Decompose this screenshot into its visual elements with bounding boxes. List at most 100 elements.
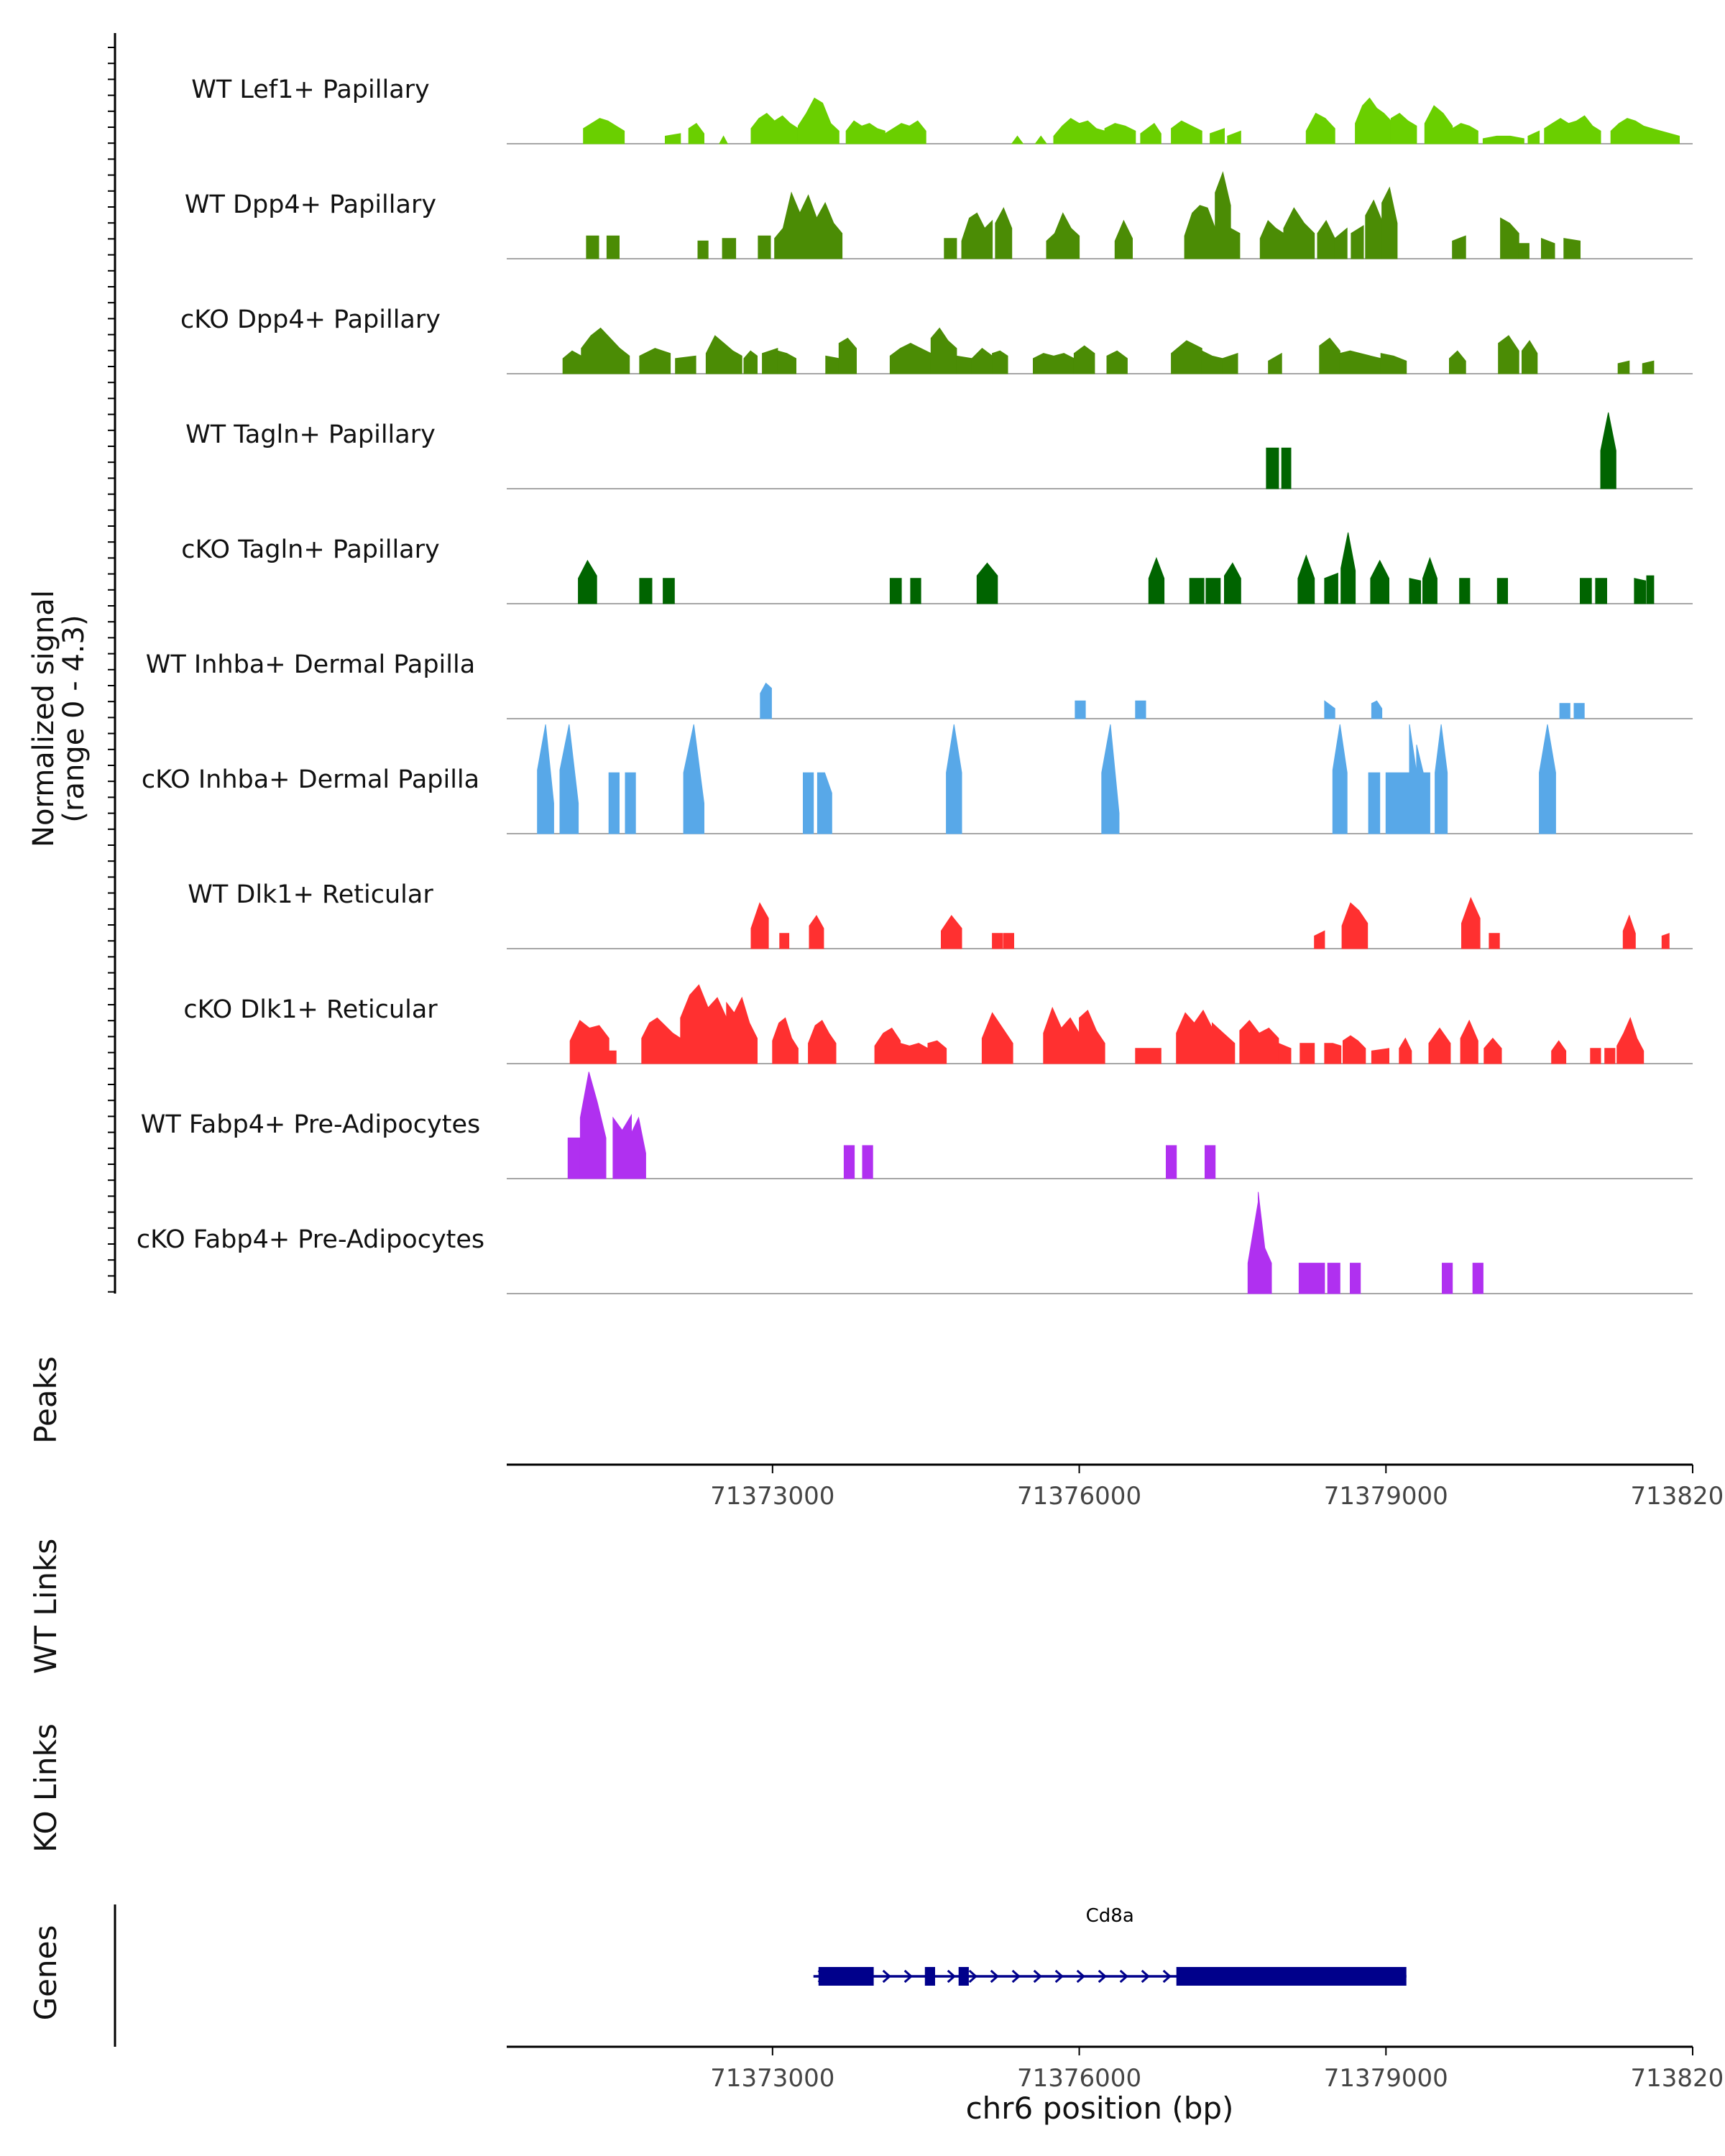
coverage-peak bbox=[1544, 115, 1601, 144]
coverage-peak bbox=[562, 350, 582, 374]
strand-arrow bbox=[1011, 1969, 1021, 1984]
coverage-peak bbox=[1661, 933, 1670, 949]
coverage-peak bbox=[743, 350, 758, 374]
coverage-peak bbox=[1350, 1263, 1361, 1294]
coverage-peak bbox=[1616, 1016, 1644, 1064]
coverage-peak bbox=[680, 984, 727, 1064]
coverage-peak bbox=[1079, 1009, 1105, 1064]
coverage-peak bbox=[1452, 123, 1478, 144]
coverage-peak bbox=[956, 355, 972, 374]
x-tick-label: 71379000 bbox=[1324, 2064, 1448, 2093]
coverage-peak bbox=[1073, 345, 1095, 374]
coverage-peak bbox=[705, 335, 742, 374]
coverage-peak bbox=[843, 1145, 855, 1179]
coverage-peak bbox=[1399, 1037, 1412, 1064]
coverage-peak bbox=[1176, 1009, 1213, 1064]
coverage-peak bbox=[1215, 171, 1231, 259]
track-wt-dlk1-reticular: WT Dlk1+ Reticular bbox=[188, 880, 1693, 949]
coverage-peak bbox=[675, 355, 696, 374]
strand-arrow bbox=[1141, 1969, 1150, 1984]
x-tick-label: 71376000 bbox=[1017, 2064, 1141, 2093]
coverage-peak bbox=[1634, 578, 1647, 604]
coverage-peak bbox=[1266, 447, 1279, 489]
coverage-peak bbox=[1472, 1263, 1484, 1294]
gene-track bbox=[813, 1967, 1407, 1986]
coverage-peak bbox=[884, 120, 926, 144]
coverage-peak bbox=[1114, 219, 1133, 259]
track-wt-tagln-papillary: WT Tagln+ Papillary bbox=[185, 412, 1693, 489]
coverage-peak bbox=[1500, 217, 1519, 259]
coverage-peak bbox=[1300, 1043, 1315, 1064]
coverage-peak bbox=[1283, 207, 1315, 259]
strand-arrow bbox=[947, 1969, 956, 1984]
coverage-peak bbox=[1210, 128, 1225, 144]
coverage-peak bbox=[1482, 135, 1524, 144]
coverage-peak bbox=[1380, 353, 1407, 374]
coverage-peak bbox=[1489, 933, 1500, 949]
coverage-y-axis bbox=[108, 33, 116, 1294]
coverage-peak bbox=[1651, 128, 1680, 144]
track-wt-dpp4-papillary: WT Dpp4+ Papillary bbox=[185, 171, 1693, 259]
coverage-peak bbox=[944, 238, 957, 259]
coverage-peak bbox=[889, 343, 932, 374]
coverage-peak bbox=[1212, 1022, 1236, 1064]
coverage-peak bbox=[1484, 1037, 1502, 1064]
coverage-peak bbox=[1034, 135, 1047, 144]
gene-label-cd8a: Cd8a bbox=[1086, 1905, 1134, 1927]
coverage-peak bbox=[809, 915, 824, 949]
coverage-peak bbox=[1459, 578, 1471, 604]
coverage-peak bbox=[808, 1020, 837, 1064]
strand-arrow bbox=[968, 1969, 978, 1984]
coverage-peak bbox=[976, 562, 998, 604]
coverage-peak bbox=[981, 1012, 1013, 1064]
coverage-peak bbox=[1317, 220, 1335, 259]
coverage-peak bbox=[663, 578, 675, 604]
track-label: WT Dpp4+ Papillary bbox=[185, 190, 436, 219]
coverage-peak bbox=[1351, 225, 1364, 259]
coverage-peak bbox=[1610, 118, 1652, 144]
coverage-peak bbox=[1622, 914, 1636, 949]
coverage-peak bbox=[631, 1116, 646, 1179]
y-axis-label-line1: Normalized signal bbox=[27, 590, 60, 847]
genes-panel-label: Genes bbox=[28, 1925, 63, 2021]
coverage-peak bbox=[1259, 220, 1284, 259]
coverage-peak bbox=[762, 348, 778, 374]
track-wt-fabp4-pre-adipocytes: WT Fabp4+ Pre-Adipocytes bbox=[141, 1072, 1693, 1179]
x-tick-label: 71373000 bbox=[710, 2064, 834, 2093]
coverage-peak bbox=[816, 772, 832, 834]
coverage-peak bbox=[1580, 578, 1592, 604]
coverage-peak bbox=[608, 1050, 617, 1064]
coverage-peak bbox=[1559, 703, 1570, 719]
coverage-peak bbox=[1247, 1202, 1259, 1294]
coverage-peak bbox=[1205, 578, 1221, 604]
coverage-peak bbox=[1135, 1048, 1162, 1064]
gene-exon bbox=[924, 1967, 935, 1986]
coverage-peak bbox=[1340, 532, 1356, 604]
coverage-peak bbox=[1368, 772, 1381, 834]
coverage-peak bbox=[1600, 412, 1616, 489]
track-label: WT Lef1+ Papillary bbox=[191, 75, 430, 104]
coverage-peak bbox=[1324, 572, 1338, 604]
coverage-peak bbox=[1449, 350, 1466, 374]
strand-arrow bbox=[1119, 1969, 1128, 1984]
coverage-peak bbox=[1604, 1048, 1616, 1064]
x-tick-label: 71373000 bbox=[710, 1482, 834, 1511]
coverage-peak bbox=[1355, 97, 1392, 144]
coverage-peak bbox=[910, 578, 921, 604]
wt-links-panel-label: WT Links bbox=[28, 1539, 63, 1674]
coverage-peak bbox=[1171, 340, 1202, 374]
coverage-peak bbox=[1428, 1027, 1451, 1064]
track-cko-dlk1-reticular: cKO Dlk1+ Reticular bbox=[183, 984, 1693, 1064]
coverage-peak bbox=[1527, 130, 1540, 144]
coverage-peak bbox=[1452, 235, 1466, 259]
coverage-peak bbox=[1460, 1019, 1478, 1064]
track-cko-tagln-papillary: cKO Tagln+ Papillary bbox=[181, 532, 1693, 604]
coverage-peak bbox=[578, 559, 597, 604]
coverage-peak bbox=[889, 578, 902, 604]
coverage-peak bbox=[1595, 578, 1607, 604]
coverage-peak bbox=[1319, 337, 1340, 374]
coverage-peak bbox=[941, 915, 962, 949]
strand-arrow bbox=[1033, 1969, 1042, 1984]
coverage-peak bbox=[1043, 1006, 1080, 1064]
coverage-peak bbox=[719, 135, 729, 144]
